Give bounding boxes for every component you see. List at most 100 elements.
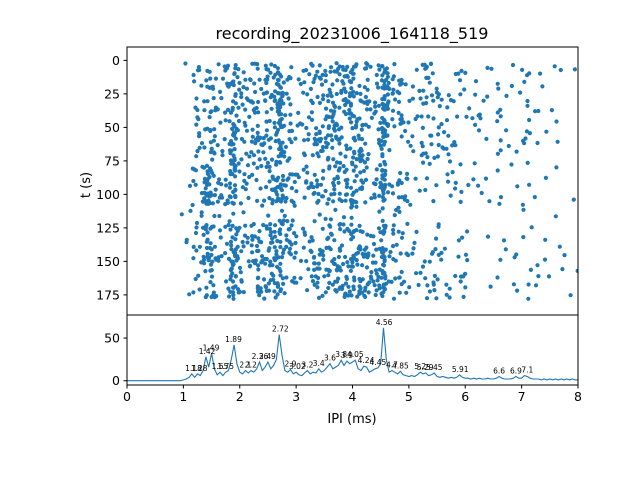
scatter-point (429, 133, 434, 138)
scatter-point (261, 136, 266, 141)
scatter-point (199, 210, 204, 215)
scatter-point (212, 244, 217, 249)
scatter-point (437, 104, 442, 109)
scatter-point (233, 187, 238, 192)
scatter-point (250, 61, 255, 66)
scatter-point (220, 76, 226, 81)
scatter-point (382, 173, 387, 178)
scatter-point (447, 286, 452, 291)
scatter-point (434, 183, 439, 188)
scatter-point (286, 176, 291, 181)
scatter-point (351, 190, 356, 195)
scatter-point (234, 232, 239, 237)
scatter-point (317, 63, 322, 68)
scatter-point (243, 223, 248, 228)
scatter-point (460, 235, 465, 240)
scatter-point (431, 116, 436, 121)
scatter-point (495, 275, 500, 280)
scatter-point (315, 151, 320, 156)
scatter-point (316, 295, 322, 300)
scatter-point (426, 114, 431, 119)
scatter-point (447, 295, 452, 300)
scatter-point (350, 260, 355, 265)
scatter-point (242, 120, 247, 125)
scatter-point (364, 107, 370, 112)
scatter-point (329, 94, 334, 99)
scatter-point (341, 164, 346, 169)
scatter-point (381, 134, 386, 139)
scatter-point (276, 154, 281, 159)
scatter-point (227, 119, 232, 124)
scatter-point (399, 134, 404, 139)
scatter-point (343, 198, 348, 203)
scatter-point (207, 115, 212, 120)
scatter-point (202, 180, 207, 185)
scatter-point (404, 290, 409, 295)
scatter-point (231, 211, 236, 216)
scatter-point (249, 223, 254, 228)
peak-annotation: 1.89 (225, 335, 242, 344)
scatter-point (376, 85, 381, 90)
scatter-point (330, 100, 336, 105)
scatter-point (427, 161, 432, 166)
scatter-point (269, 187, 275, 192)
scatter-point (310, 279, 316, 284)
scatter-point (306, 132, 311, 137)
scatter-point (240, 239, 245, 245)
scatter-point (249, 99, 254, 104)
scatter-point (253, 137, 259, 142)
scatter-point (223, 118, 228, 123)
scatter-point (323, 73, 328, 78)
scatter-point (527, 71, 532, 76)
scatter-point (322, 274, 327, 279)
scatter-point (362, 293, 367, 298)
scatter-point (351, 256, 356, 261)
scatter-point (398, 170, 403, 176)
scatter-point (511, 282, 516, 287)
scatter-point (414, 67, 419, 72)
scatter-point (332, 183, 337, 188)
scatter-point (215, 199, 220, 204)
scatter-point (391, 74, 396, 79)
scatter-point (446, 179, 451, 184)
scatter-point (231, 293, 236, 298)
scatter-point (263, 98, 268, 103)
scatter-point (231, 296, 236, 301)
scatter-point (330, 82, 335, 87)
scatter-point (337, 265, 342, 270)
scatter-point (341, 81, 346, 86)
scatter-point (224, 241, 230, 246)
scatter-point (427, 289, 432, 294)
scatter-point (278, 244, 283, 250)
scatter-point (259, 240, 264, 245)
scatter-point (347, 228, 352, 233)
scatter-point (315, 285, 320, 290)
scatter-point (338, 151, 343, 156)
peak-annotation: 2.9 (285, 360, 297, 369)
scatter-point (369, 276, 374, 281)
scatter-point (328, 217, 333, 222)
scatter-point (252, 234, 257, 239)
scatter-point (268, 70, 273, 75)
scatter-point (268, 145, 273, 150)
scatter-point (352, 151, 357, 156)
scatter-point (348, 268, 353, 273)
scatter-point (202, 108, 207, 113)
scatter-point (423, 276, 428, 281)
scatter-point (373, 100, 378, 105)
scatter-point (525, 160, 530, 165)
scatter-point (390, 191, 396, 196)
scatter-point (399, 269, 404, 275)
scatter-point (339, 90, 344, 95)
scatter-point (284, 196, 289, 201)
scatter-point (427, 259, 432, 264)
scatter-point (309, 274, 314, 279)
scatter-point (394, 242, 399, 247)
scatter-point (277, 91, 282, 96)
scatter-point (414, 229, 419, 234)
scatter-point (529, 225, 534, 230)
scatter-point (406, 139, 411, 144)
scatter-point (349, 120, 354, 125)
scatter-point (242, 139, 247, 144)
scatter-point (397, 209, 402, 214)
